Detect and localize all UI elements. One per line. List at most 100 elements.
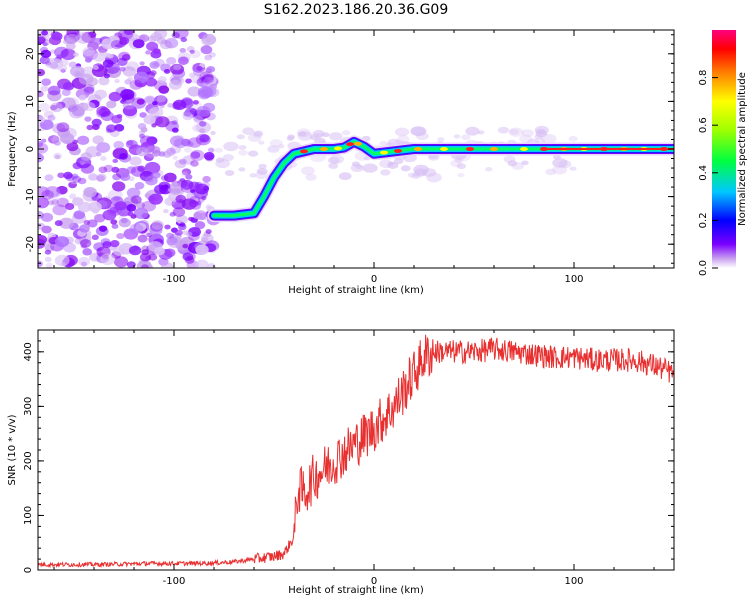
noise-blob: [238, 167, 246, 172]
noise-blob: [310, 135, 318, 140]
noise-blob: [52, 204, 67, 216]
noise-blob: [172, 155, 178, 160]
noise-blob: [196, 201, 202, 206]
noise-blob: [82, 46, 95, 57]
noise-blob: [129, 223, 144, 234]
noise-blob: [179, 222, 186, 227]
noise-blob: [146, 41, 159, 51]
noise-blob: [118, 30, 134, 41]
noise-blob: [258, 163, 267, 169]
noise-blob: [72, 175, 82, 183]
noise-blob: [66, 33, 79, 44]
noise-blob: [205, 204, 212, 209]
noise-blob: [120, 89, 135, 100]
noise-blob: [38, 234, 47, 245]
noise-blob: [59, 59, 69, 66]
noise-blob: [258, 140, 265, 145]
noise-blob: [103, 164, 114, 173]
x-tick-label: -100: [163, 274, 186, 285]
noise-blob: [148, 241, 163, 252]
noise-blob: [68, 106, 85, 119]
noise-blob: [73, 52, 79, 57]
noise-blob: [208, 52, 216, 58]
noise-blob: [88, 173, 98, 181]
noise-blob: [188, 216, 194, 222]
noise-blob: [164, 224, 171, 230]
noise-blob: [253, 130, 264, 137]
noise-blob: [129, 156, 142, 166]
noise-blob: [41, 30, 49, 36]
noise-blob: [236, 134, 245, 140]
noise-blob: [123, 228, 139, 240]
noise-blob: [201, 237, 209, 243]
noise-blob: [202, 175, 211, 183]
noise-blob: [178, 158, 187, 165]
noise-blob: [203, 151, 215, 161]
noise-blob: [113, 256, 129, 268]
noise-blob: [569, 166, 577, 171]
noise-blob: [147, 35, 157, 43]
noise-blob: [552, 165, 568, 175]
noise-blob: [46, 195, 61, 207]
bottom-axis-ticks: -100 0 100 0 100 200 300 400: [23, 329, 674, 587]
noise-blob: [412, 172, 421, 178]
noise-blob: [50, 102, 63, 113]
noise-blob: [238, 145, 247, 150]
noise-blob: [503, 155, 516, 163]
noise-blob: [173, 138, 187, 149]
bottom-x-axis-label: Height of straight line (km): [288, 585, 424, 596]
noise-blob: [171, 127, 179, 133]
noise-blob: [50, 49, 56, 54]
noise-blob: [116, 232, 125, 240]
noise-blob: [83, 84, 95, 93]
noise-blob: [166, 236, 178, 246]
noise-blob: [38, 197, 50, 209]
noise-blob: [173, 64, 182, 71]
noise-blob: [69, 65, 85, 78]
noise-blob: [116, 114, 123, 119]
noise-blob: [150, 49, 162, 59]
noise-blob: [134, 181, 145, 190]
noise-blob: [133, 71, 149, 84]
noise-blob: [114, 124, 125, 132]
noise-blob: [143, 153, 154, 162]
noise-blob: [256, 167, 268, 175]
noise-blob: [296, 128, 311, 138]
noise-blob: [133, 207, 149, 219]
noise-blob: [192, 211, 203, 220]
noise-blob: [277, 144, 285, 149]
noise-blob: [94, 89, 107, 100]
noise-blob: [379, 141, 388, 147]
noise-blob: [552, 158, 568, 168]
noise-blob: [269, 139, 283, 148]
noise-blob: [78, 73, 94, 85]
noise-blob: [79, 224, 90, 233]
ridge-peak: [394, 148, 402, 153]
bottom-plot-frame: [37, 329, 675, 571]
noise-blob: [87, 31, 97, 38]
noise-blob: [215, 157, 225, 163]
noise-blob: [149, 106, 164, 118]
noise-blob: [507, 160, 518, 167]
noise-blob: [167, 44, 173, 49]
noise-blob: [41, 225, 52, 234]
noise-blob: [195, 244, 209, 255]
noise-blob: [127, 76, 134, 82]
noise-blob: [40, 49, 52, 58]
noise-blob: [189, 72, 196, 78]
noise-blob: [328, 162, 339, 170]
noise-blob: [171, 101, 182, 110]
noise-blob: [286, 136, 295, 141]
noise-blob: [267, 145, 280, 153]
noise-blob: [297, 131, 307, 137]
noise-blob: [534, 125, 549, 135]
noise-blob: [113, 196, 121, 202]
noise-blob: [508, 127, 524, 138]
noise-blob: [199, 134, 210, 143]
noise-blob: [165, 121, 179, 132]
noise-blob: [114, 201, 127, 211]
noise-blob: [86, 124, 94, 131]
noise-blob: [186, 46, 195, 53]
